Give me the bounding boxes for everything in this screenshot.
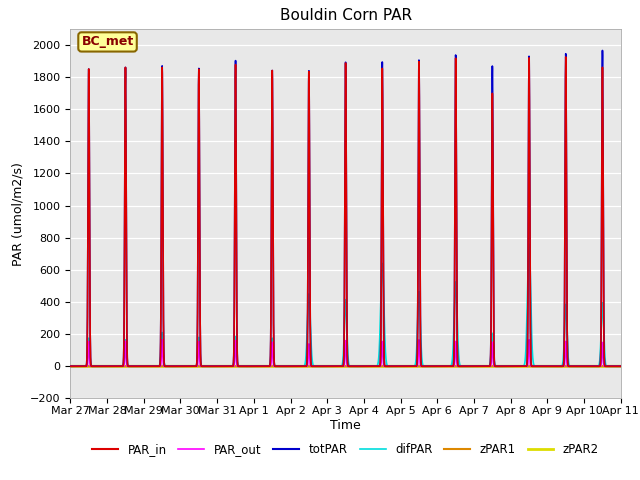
Y-axis label: PAR (umol/m2/s): PAR (umol/m2/s) [12, 162, 24, 265]
PAR_out [438, 363, 446, 369]
difPAR [166, 363, 173, 369]
zPAR2 [438, 363, 446, 369]
zPAR1 [469, 363, 477, 369]
totPAR [500, 363, 508, 369]
difPAR [500, 363, 508, 369]
PAR_in [166, 363, 173, 369]
PAR_in [500, 363, 508, 369]
PAR_out [500, 363, 508, 369]
zPAR1 [67, 363, 74, 369]
totPAR [598, 48, 606, 53]
totPAR [67, 363, 74, 369]
PAR_in [67, 363, 74, 369]
PAR_out [325, 363, 333, 369]
zPAR2 [67, 363, 74, 369]
difPAR [617, 363, 625, 369]
Title: Bouldin Corn PAR: Bouldin Corn PAR [280, 9, 412, 24]
X-axis label: Time: Time [330, 419, 361, 432]
zPAR2 [325, 363, 333, 369]
zPAR1 [438, 363, 446, 369]
Legend: PAR_in, PAR_out, totPAR, difPAR, zPAR1, zPAR2: PAR_in, PAR_out, totPAR, difPAR, zPAR1, … [88, 438, 604, 461]
difPAR [67, 363, 74, 369]
PAR_out [166, 363, 173, 369]
totPAR [617, 363, 625, 369]
totPAR [616, 363, 624, 369]
Text: BC_met: BC_met [81, 36, 134, 48]
zPAR1 [616, 363, 624, 369]
difPAR [438, 363, 446, 369]
PAR_in [438, 363, 446, 369]
Line: PAR_in: PAR_in [70, 57, 621, 366]
totPAR [325, 363, 333, 369]
zPAR2 [616, 363, 624, 369]
difPAR [325, 363, 333, 369]
PAR_out [616, 363, 624, 369]
Line: difPAR: difPAR [70, 244, 621, 366]
difPAR [469, 363, 477, 369]
PAR_out [617, 363, 625, 369]
PAR_in [325, 363, 333, 369]
difPAR [616, 363, 624, 369]
Line: PAR_out: PAR_out [70, 340, 621, 366]
PAR_in [616, 363, 624, 369]
PAR_in [562, 54, 570, 60]
zPAR1 [500, 363, 508, 369]
PAR_out [469, 363, 477, 369]
Line: totPAR: totPAR [70, 50, 621, 366]
zPAR1 [166, 363, 173, 369]
zPAR2 [617, 363, 625, 369]
zPAR1 [325, 363, 333, 369]
zPAR1 [617, 363, 625, 369]
zPAR2 [500, 363, 508, 369]
zPAR2 [166, 363, 173, 369]
PAR_in [469, 363, 477, 369]
difPAR [525, 241, 533, 247]
totPAR [438, 363, 446, 369]
zPAR2 [469, 363, 477, 369]
totPAR [469, 363, 477, 369]
PAR_out [67, 363, 74, 369]
totPAR [166, 363, 173, 369]
PAR_out [525, 337, 533, 343]
PAR_in [617, 363, 625, 369]
